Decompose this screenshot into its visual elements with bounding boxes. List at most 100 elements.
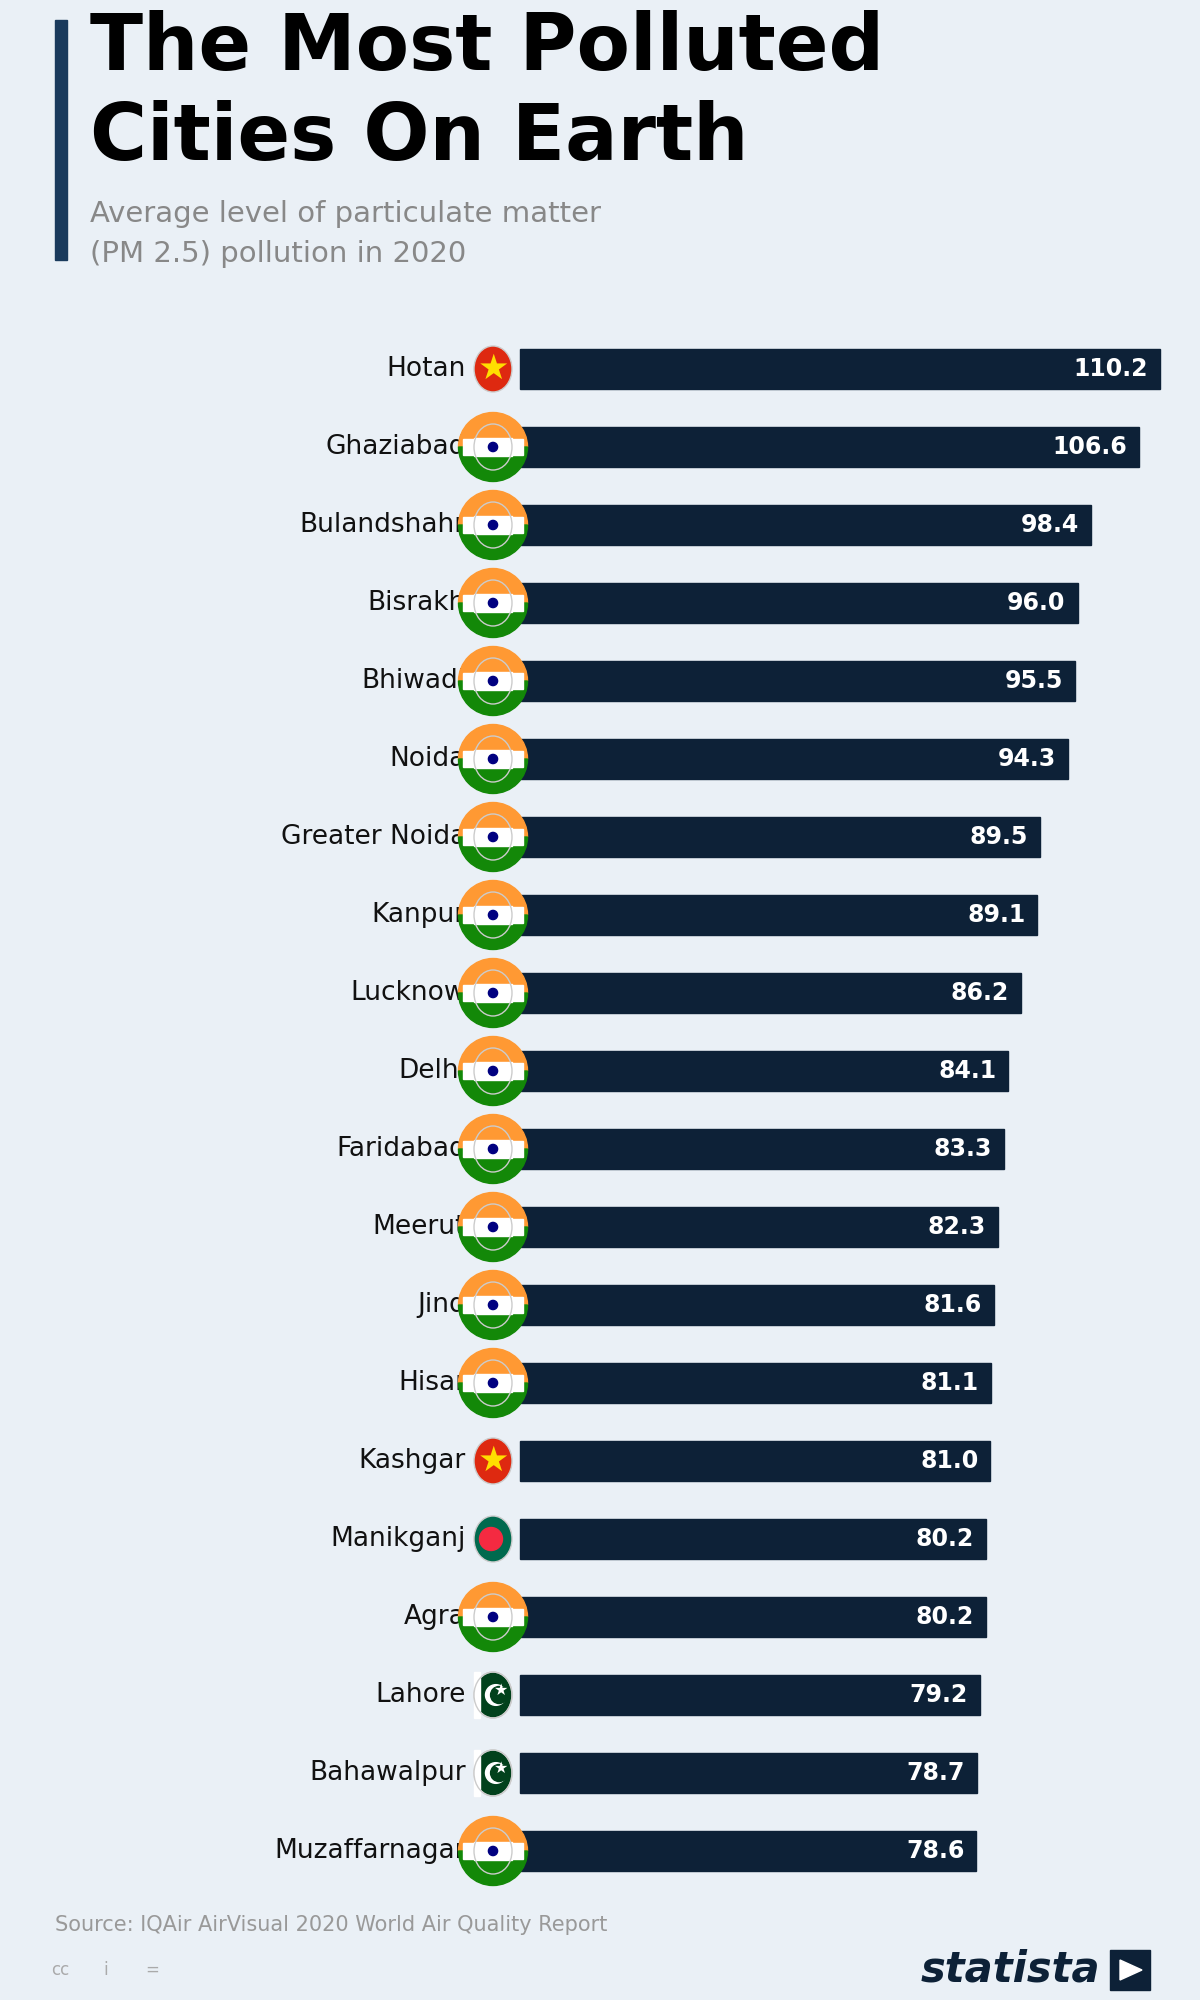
Polygon shape bbox=[474, 448, 512, 470]
Polygon shape bbox=[474, 1126, 512, 1148]
Wedge shape bbox=[458, 1304, 528, 1340]
Polygon shape bbox=[474, 970, 512, 992]
Bar bbox=[463, 672, 523, 690]
Polygon shape bbox=[474, 892, 512, 916]
Text: 89.1: 89.1 bbox=[967, 904, 1026, 928]
Circle shape bbox=[488, 1222, 498, 1232]
Text: Cities On Earth: Cities On Earth bbox=[90, 100, 749, 176]
Bar bbox=[463, 1608, 523, 1626]
Ellipse shape bbox=[474, 1516, 512, 1562]
Polygon shape bbox=[474, 580, 512, 604]
Text: 81.6: 81.6 bbox=[924, 1294, 982, 1316]
Text: Bhiwadi: Bhiwadi bbox=[362, 668, 466, 694]
Bar bbox=[474, 516, 512, 534]
Wedge shape bbox=[458, 1616, 528, 1652]
Circle shape bbox=[488, 1612, 498, 1622]
Wedge shape bbox=[458, 490, 528, 524]
Wedge shape bbox=[458, 646, 528, 680]
Text: Faridabad: Faridabad bbox=[336, 1136, 466, 1162]
Wedge shape bbox=[458, 1582, 528, 1616]
Bar bbox=[520, 1128, 1003, 1170]
Bar bbox=[474, 1374, 512, 1392]
Bar bbox=[474, 1296, 512, 1314]
Wedge shape bbox=[458, 1148, 528, 1184]
Bar bbox=[474, 1750, 480, 1796]
Circle shape bbox=[491, 1764, 508, 1782]
Text: 110.2: 110.2 bbox=[1074, 356, 1148, 380]
Bar bbox=[474, 1842, 512, 1860]
Polygon shape bbox=[474, 424, 512, 448]
Circle shape bbox=[488, 1846, 498, 1856]
Bar bbox=[520, 348, 1160, 390]
Wedge shape bbox=[458, 568, 528, 604]
Polygon shape bbox=[474, 1616, 512, 1640]
Text: The Most Polluted: The Most Polluted bbox=[90, 10, 884, 86]
Text: 84.1: 84.1 bbox=[938, 1060, 996, 1084]
Text: Meerut: Meerut bbox=[373, 1214, 466, 1240]
Circle shape bbox=[480, 1528, 503, 1550]
Bar bbox=[520, 1440, 990, 1482]
Ellipse shape bbox=[474, 1672, 512, 1718]
Bar bbox=[474, 1672, 480, 1718]
Text: ★: ★ bbox=[478, 352, 509, 386]
Circle shape bbox=[486, 1762, 506, 1784]
Text: Greater Noida: Greater Noida bbox=[281, 824, 466, 850]
Bar bbox=[520, 1362, 991, 1404]
Bar bbox=[520, 1518, 985, 1560]
Circle shape bbox=[488, 832, 498, 842]
Wedge shape bbox=[458, 680, 528, 716]
Bar bbox=[520, 1752, 977, 1794]
Wedge shape bbox=[458, 448, 528, 482]
Polygon shape bbox=[474, 836, 512, 860]
Wedge shape bbox=[458, 1072, 528, 1106]
Wedge shape bbox=[458, 604, 528, 638]
Wedge shape bbox=[458, 758, 528, 794]
Ellipse shape bbox=[474, 346, 512, 392]
Bar bbox=[520, 816, 1039, 858]
Circle shape bbox=[486, 1684, 506, 1706]
Circle shape bbox=[488, 520, 498, 530]
Circle shape bbox=[488, 1066, 498, 1076]
Bar bbox=[474, 828, 512, 846]
Text: 81.1: 81.1 bbox=[920, 1372, 979, 1396]
Text: Ghaziabad: Ghaziabad bbox=[325, 434, 466, 460]
Wedge shape bbox=[458, 1192, 528, 1226]
Wedge shape bbox=[458, 802, 528, 836]
Bar bbox=[520, 426, 1139, 468]
Polygon shape bbox=[474, 736, 512, 758]
Bar bbox=[463, 906, 523, 924]
Text: 78.7: 78.7 bbox=[907, 1760, 965, 1784]
Text: =: = bbox=[145, 1960, 158, 1980]
Bar bbox=[474, 1608, 512, 1626]
Bar bbox=[55, 20, 67, 260]
Bar bbox=[520, 1050, 1008, 1092]
Wedge shape bbox=[458, 836, 528, 872]
Wedge shape bbox=[458, 1114, 528, 1148]
Bar bbox=[520, 504, 1092, 546]
Circle shape bbox=[488, 1144, 498, 1154]
Text: 94.3: 94.3 bbox=[997, 746, 1056, 770]
Bar bbox=[463, 1374, 523, 1392]
Circle shape bbox=[488, 1378, 498, 1388]
Bar bbox=[474, 1062, 512, 1080]
Polygon shape bbox=[474, 1828, 512, 1852]
Text: Average level of particulate matter: Average level of particulate matter bbox=[90, 200, 601, 228]
Bar bbox=[520, 894, 1038, 936]
Bar bbox=[474, 984, 512, 1002]
Wedge shape bbox=[458, 1348, 528, 1384]
Circle shape bbox=[488, 1300, 498, 1310]
Text: ★: ★ bbox=[494, 1684, 509, 1698]
Bar bbox=[520, 1596, 985, 1638]
Bar bbox=[1110, 1950, 1150, 1990]
Text: Muzaffarnagar: Muzaffarnagar bbox=[275, 1838, 466, 1864]
Text: 96.0: 96.0 bbox=[1007, 592, 1066, 616]
Text: Kashgar: Kashgar bbox=[359, 1448, 466, 1474]
Text: Agra: Agra bbox=[404, 1604, 466, 1630]
Polygon shape bbox=[474, 1594, 512, 1616]
Wedge shape bbox=[458, 412, 528, 448]
Bar bbox=[520, 1830, 977, 1872]
Circle shape bbox=[488, 910, 498, 920]
Wedge shape bbox=[458, 880, 528, 916]
Text: Kanpur: Kanpur bbox=[372, 902, 466, 928]
Text: i: i bbox=[103, 1960, 108, 1980]
